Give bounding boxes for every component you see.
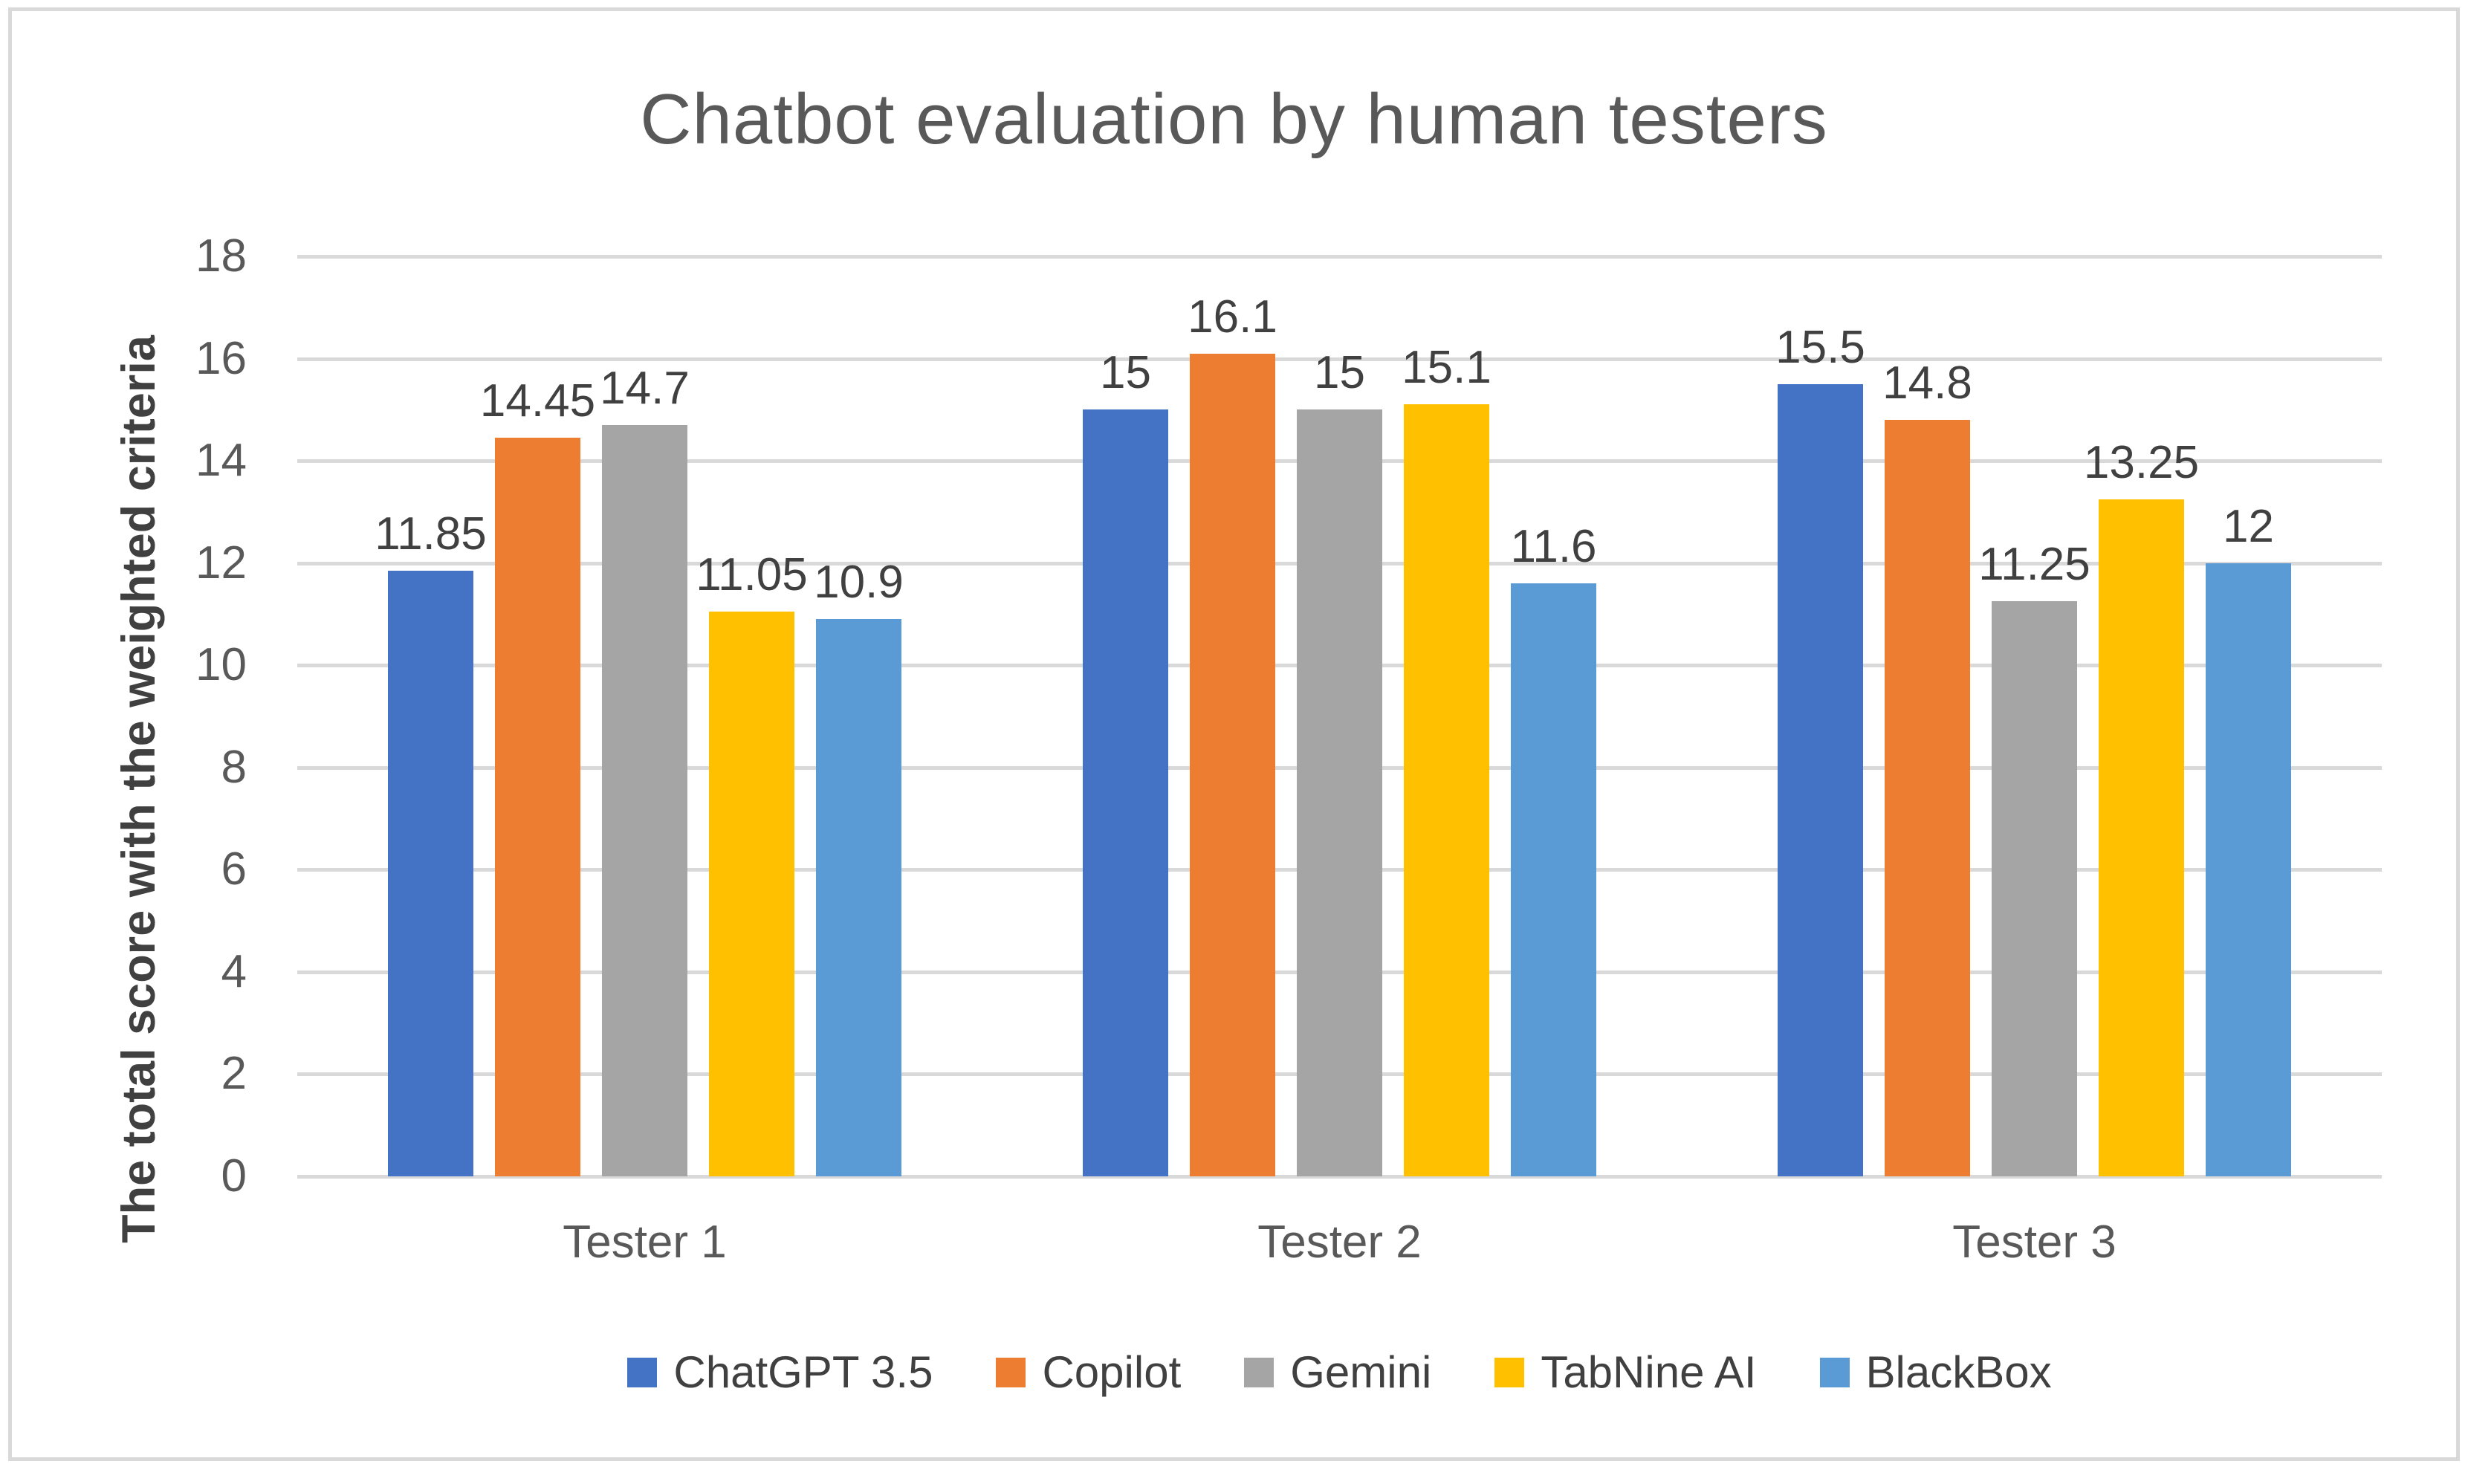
data-label-tabnine-ai-tester-1: 11.05 [696,549,808,601]
legend-item-blackbox: BlackBox [1819,1347,2052,1398]
gridline [297,1175,2382,1179]
bar-copilot-tester-2: 16.1 [1188,294,1277,1176]
bar-gemini-tester-2: 15 [1297,350,1382,1176]
y-axis-ticks: 18 16 14 12 10 8 6 4 2 0 [0,0,247,1484]
legend-label-chatgpt-3-5: ChatGPT 3.5 [673,1347,933,1397]
y-tick-label: 8 [221,741,247,793]
data-label-chatgpt-3-5-tester-3: 15.5 [1775,321,1865,373]
gridline [297,255,2382,259]
legend-marker-copilot [996,1357,1026,1387]
x-axis-labels: Tester 1 Tester 2 Tester 3 [297,1216,2382,1268]
data-label-tabnine-ai-tester-3: 13.25 [2083,436,2200,488]
data-label-chatgpt-3-5-tester-1: 11.85 [375,508,487,560]
bar-group-tester-2: 15 16.1 15 15.1 11.6 [992,256,1687,1176]
legend-marker-gemini [1244,1357,1275,1387]
data-label-blackbox-tester-1: 10.9 [814,557,904,609]
legend-label-blackbox: BlackBox [1865,1347,2052,1397]
data-label-copilot-tester-1: 14.45 [479,375,596,427]
y-tick-label: 14 [195,435,247,487]
bar-chatgpt-3-5-tester-1: 11.85 [375,511,487,1176]
gridline [297,357,2382,361]
x-axis-label-tester-3: Tester 3 [1952,1216,2116,1268]
legend-label-tabnine-ai: TabNine AI [1541,1347,1757,1397]
bar-group-tester-1: 11.85 14.45 14.7 11.05 10.9 [297,256,992,1176]
bar-blackbox-tester-1: 10.9 [814,560,904,1176]
bar-group-tester-3: 15.5 14.8 11.25 13.25 12 [1687,256,2382,1176]
bar-blackbox-tester-2: 11.6 [1510,524,1597,1176]
bar-copilot-tester-1: 14.45 [480,378,595,1176]
bar-gemini-tester-3: 11.25 [1978,542,2090,1176]
data-label-gemini-tester-1: 14.7 [600,362,690,414]
data-label-copilot-tester-3: 14.8 [1882,357,1972,409]
chart-title: Chatbot evaluation by human testers [640,80,1828,159]
y-tick-label: 10 [195,639,247,691]
data-label-blackbox-tester-2: 11.6 [1510,521,1597,573]
legend-label-copilot: Copilot [1042,1347,1182,1397]
bar-groups: 11.85 14.45 14.7 11.05 10.9 15 16.1 15 15.1 11.6 1… [297,256,2382,1176]
bar-copilot-tester-3: 14.8 [1882,360,1972,1176]
y-tick-label: 4 [221,945,247,997]
data-label-chatgpt-3-5-tester-2: 15 [1100,347,1151,399]
bar-blackbox-tester-3: 12 [2206,503,2291,1176]
legend-item-gemini: Gemini [1244,1347,1431,1398]
bar-tabnine-ai-tester-2: 15.1 [1402,345,1492,1176]
y-tick-label: 2 [221,1048,247,1100]
data-label-gemini-tester-2: 15 [1314,347,1365,399]
legend: ChatGPT 3.5 Copilot Gemini TabNine AI BlackB… [297,1347,2382,1398]
bar-tabnine-ai-tester-3: 13.25 [2084,439,2199,1176]
y-tick-label: 16 [195,332,247,384]
bar-gemini-tester-1: 14.7 [600,365,690,1176]
data-label-blackbox-tester-3: 12 [2223,500,2274,552]
y-tick-label: 12 [195,537,247,589]
y-tick-label: 0 [221,1150,247,1202]
legend-marker-chatgpt-3-5 [627,1357,658,1387]
plot-area: 11.85 14.45 14.7 11.05 10.9 15 16.1 15 15.1 11.6 1… [297,255,2382,1179]
data-label-tabnine-ai-tester-2: 15.1 [1402,342,1492,394]
legend-item-copilot: Copilot [996,1347,1181,1398]
legend-marker-tabnine-ai [1494,1357,1525,1387]
legend-marker-blackbox [1819,1357,1850,1387]
y-tick-label: 18 [195,230,247,282]
y-tick-label: 6 [221,843,247,895]
x-axis-label-tester-1: Tester 1 [563,1216,727,1268]
data-label-gemini-tester-3: 11.25 [1978,539,2090,591]
bar-tabnine-ai-tester-1: 11.05 [696,552,808,1176]
legend-item-tabnine-ai: TabNine AI [1494,1347,1757,1398]
bar-chatgpt-3-5-tester-2: 15 [1083,350,1168,1176]
figure-border [8,7,2460,1461]
data-label-copilot-tester-2: 16.1 [1188,291,1277,343]
legend-label-gemini: Gemini [1290,1347,1432,1397]
bar-chatgpt-3-5-tester-3: 15.5 [1775,324,1865,1176]
x-axis-label-tester-2: Tester 2 [1257,1216,1422,1268]
legend-item-chatgpt-3-5: ChatGPT 3.5 [627,1347,933,1398]
